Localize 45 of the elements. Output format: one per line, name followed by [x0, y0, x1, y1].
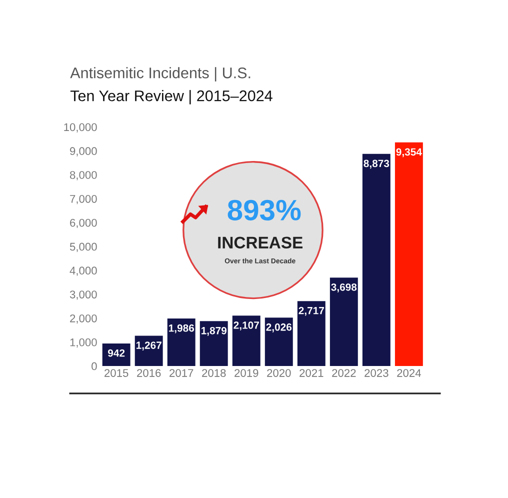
- x-tick-label: 2023: [364, 369, 388, 377]
- y-tick-label: 6,000: [70, 218, 97, 228]
- data-label: 1,267: [136, 342, 162, 350]
- x-tick-label: 2015: [104, 369, 128, 377]
- y-tick-label: 2,000: [70, 314, 97, 324]
- bar: [200, 321, 228, 366]
- data-label: 2,026: [266, 323, 292, 332]
- x-tick-label: 2018: [202, 369, 226, 377]
- x-tick-label: 2024: [397, 369, 421, 377]
- annotation: 893%: [228, 200, 301, 221]
- y-tick-label: 8,000: [70, 171, 97, 180]
- bar: [297, 301, 326, 366]
- y-tick-label: 10,000: [64, 123, 97, 132]
- x-tick-label: 2021: [300, 369, 324, 377]
- data-label: 2,717: [298, 306, 324, 316]
- y-tick-label: 7,000: [70, 194, 97, 204]
- data-label: 8,873: [364, 160, 390, 169]
- x-tick-label: 2019: [234, 369, 258, 377]
- y-tick-label: 5,000: [70, 242, 97, 252]
- y-tick-label: 4,000: [70, 266, 97, 276]
- x-tick-label: 2022: [332, 369, 356, 377]
- y-tick-label: 3,000: [70, 290, 97, 300]
- data-label: 2,107: [234, 321, 259, 330]
- y-tick-label: 1,000: [70, 338, 97, 348]
- annotation: INCREASE: [218, 236, 303, 248]
- data-label: 942: [108, 349, 125, 357]
- y-tick-label: 9,000: [70, 147, 97, 156]
- bar: [264, 318, 293, 366]
- data-label: 3,698: [331, 283, 357, 292]
- x-tick-label: 2016: [137, 369, 161, 377]
- y-tick-label: 0: [92, 362, 97, 370]
- chart-subtitle: Ten Year Review | 2015–2024: [70, 90, 272, 104]
- bar: [330, 278, 358, 366]
- x-tick-label: 2017: [170, 369, 194, 377]
- data-label: 1,986: [168, 324, 194, 334]
- bar: [394, 142, 423, 366]
- chart-title: Antisemitic Incidents | U.S.: [70, 67, 250, 82]
- bar: [362, 154, 390, 366]
- data-label: 9,354: [396, 148, 422, 158]
- bar: [102, 344, 130, 366]
- bar: [167, 318, 196, 366]
- bar: [134, 336, 163, 366]
- data-label: 1,879: [201, 326, 227, 336]
- bar: [232, 316, 260, 366]
- x-tick-label: 2020: [267, 369, 291, 377]
